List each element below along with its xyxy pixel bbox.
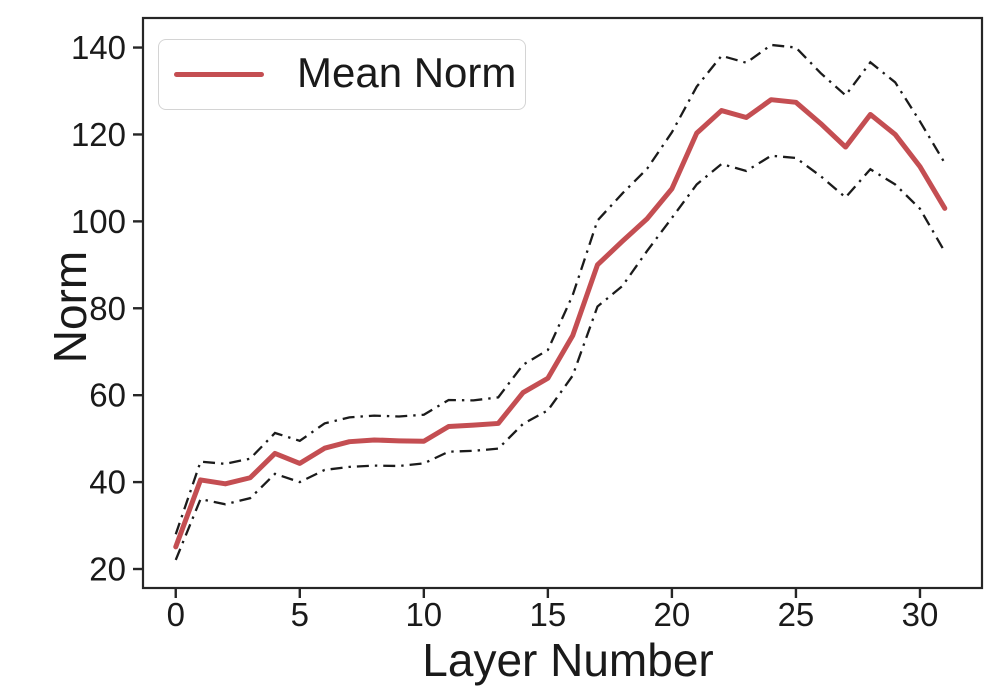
legend-line-swatch bbox=[174, 72, 264, 77]
y-tick-label: 40 bbox=[89, 464, 126, 501]
x-axis-label: Layer Number bbox=[422, 634, 714, 686]
y-tick-label: 120 bbox=[71, 116, 126, 153]
y-axis-label: Norm bbox=[44, 250, 97, 364]
y-tick-label: 100 bbox=[71, 203, 126, 240]
y-tick-label: 60 bbox=[89, 377, 126, 414]
legend-label: Mean Norm bbox=[297, 48, 517, 96]
x-tick-label: 15 bbox=[530, 596, 567, 633]
y-tick-label: 80 bbox=[89, 290, 126, 327]
y-tick-label: 20 bbox=[89, 551, 126, 588]
mean-line bbox=[173, 97, 948, 550]
upper-bound-line bbox=[174, 43, 946, 535]
x-tick-label: 30 bbox=[902, 596, 939, 633]
x-tick-label: 0 bbox=[167, 596, 185, 633]
y-tick-label: 140 bbox=[71, 29, 126, 66]
x-tick-label: 25 bbox=[778, 596, 815, 633]
legend: Mean Norm bbox=[158, 39, 526, 110]
x-tick-label: 5 bbox=[291, 596, 309, 633]
x-tick-label: 10 bbox=[405, 596, 442, 633]
plot-border bbox=[141, 16, 984, 590]
x-tick-label: 20 bbox=[654, 596, 691, 633]
